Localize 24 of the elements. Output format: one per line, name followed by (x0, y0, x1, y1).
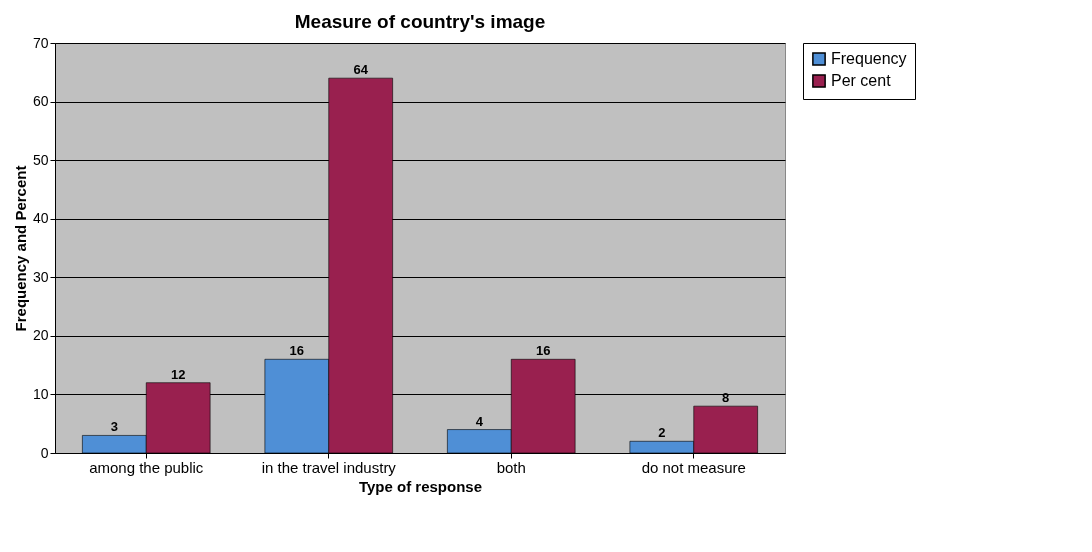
y-tick-label: 60 (32, 93, 49, 110)
y-tick-label: 0 (40, 444, 49, 461)
x-tick-label: do not measure (641, 458, 746, 476)
legend-label: Frequency (831, 50, 907, 67)
y-tick-label: 70 (32, 34, 49, 51)
data-label: 3 (110, 419, 118, 435)
legend-label: Per cent (831, 72, 892, 89)
data-label: 16 (535, 343, 551, 359)
x-tick-label: among the public (89, 458, 204, 476)
y-axis-title: Frequency and Percent (11, 165, 29, 332)
chart-title: Measure of country's image (294, 11, 546, 32)
y-tick-label: 20 (32, 327, 49, 344)
y-tick-label: 50 (32, 151, 49, 168)
data-label: 16 (289, 343, 305, 359)
data-label: 64 (353, 62, 369, 78)
data-label: 12 (170, 366, 186, 382)
x-tick-label: in the travel industry (261, 458, 397, 476)
data-label: 2 (658, 425, 666, 441)
x-axis-title: Type of response (358, 477, 483, 495)
y-tick-label: 10 (32, 385, 49, 402)
data-label: 4 (475, 413, 484, 429)
y-tick-label: 40 (32, 210, 49, 227)
x-tick-label: both (496, 458, 526, 476)
y-tick-label: 30 (32, 268, 49, 285)
